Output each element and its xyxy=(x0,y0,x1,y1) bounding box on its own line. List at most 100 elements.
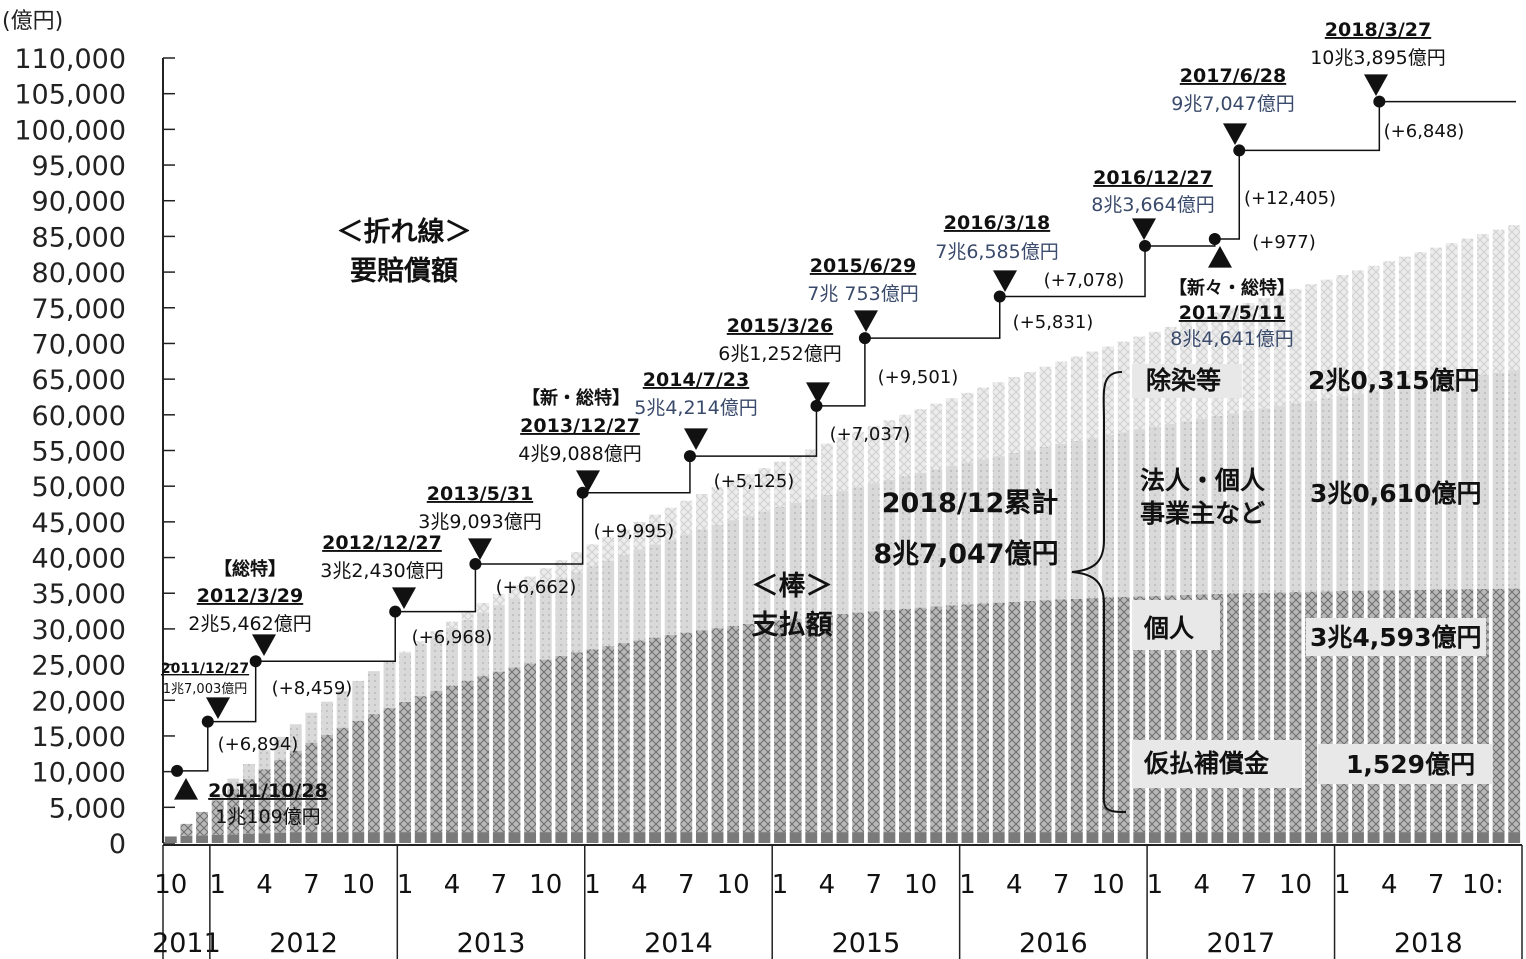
bar-personal xyxy=(1383,590,1396,833)
event-date: 2011/10/28 xyxy=(208,780,328,802)
bar-decontamination xyxy=(1383,261,1396,389)
bar-decontamination xyxy=(930,403,943,470)
bar-personal xyxy=(555,655,568,833)
bar-provisional xyxy=(1242,832,1255,843)
bar-personal xyxy=(1211,593,1224,833)
bar-decontamination xyxy=(711,487,724,525)
x-month-label: 10 xyxy=(904,870,937,900)
bar-provisional xyxy=(1164,832,1177,843)
bar-personal xyxy=(211,800,224,835)
x-month-label: 10 xyxy=(1279,870,1312,900)
bar-personal xyxy=(446,685,458,833)
y-tick-label: 80,000 xyxy=(32,258,126,289)
triangle-down-marker xyxy=(1132,218,1156,240)
bar-personal xyxy=(1352,590,1364,833)
bar-corporate xyxy=(758,511,771,623)
x-month-label: 4 xyxy=(256,870,273,900)
bar-decontamination xyxy=(1320,279,1333,399)
bar-decontamination xyxy=(742,474,755,516)
event-amount: 8兆4,641億円 xyxy=(1170,328,1293,350)
bar-decontamination xyxy=(883,420,896,480)
bar-corporate xyxy=(1289,403,1302,592)
bar-personal xyxy=(539,659,552,833)
bar-personal xyxy=(461,680,474,833)
bar-decontamination xyxy=(1008,377,1021,453)
bar-decontamination xyxy=(1070,356,1083,441)
bar-corporate xyxy=(1430,381,1443,590)
bar-personal xyxy=(836,613,849,833)
line-point xyxy=(389,605,402,618)
bar-corporate xyxy=(227,778,240,790)
bar-decontamination xyxy=(758,467,771,512)
bar-provisional xyxy=(1070,832,1083,843)
bar-personal xyxy=(727,626,740,833)
bar-provisional xyxy=(1305,832,1318,843)
event-date: 2012/3/29 xyxy=(197,585,303,607)
bar-personal xyxy=(180,823,193,836)
bar-corporate xyxy=(1336,395,1349,592)
bar-provisional xyxy=(945,832,958,843)
bar-corporate xyxy=(1445,379,1458,590)
line-point xyxy=(810,399,823,412)
step-line-path xyxy=(177,100,1516,772)
line-point xyxy=(469,558,482,571)
bar-corporate xyxy=(1305,400,1318,592)
bar-corporate xyxy=(430,635,443,691)
bar-provisional xyxy=(196,835,208,843)
bar-provisional xyxy=(977,832,990,843)
bar-corporate xyxy=(274,736,287,760)
bar-provisional xyxy=(867,832,880,843)
y-tick-label: 40,000 xyxy=(32,544,126,575)
x-month-label: 7 xyxy=(303,870,320,900)
bar-provisional xyxy=(586,832,599,843)
bar-provisional xyxy=(789,832,802,843)
bar-provisional xyxy=(1273,832,1286,843)
bar-decontamination xyxy=(914,409,927,473)
bar-personal xyxy=(914,607,927,833)
bar-provisional xyxy=(883,832,896,843)
cat-name-decon: 除染等 xyxy=(1146,366,1221,395)
bar-personal xyxy=(1461,589,1474,833)
bar-personal xyxy=(1320,591,1333,833)
y-tick-label: 90,000 xyxy=(32,187,126,218)
bar-provisional xyxy=(242,833,255,843)
bar-personal xyxy=(1242,593,1255,833)
bar-corporate xyxy=(1461,376,1474,590)
x-month-label: 10 xyxy=(529,870,562,900)
y-tick-label: 85,000 xyxy=(32,222,126,253)
bar-provisional xyxy=(539,832,552,843)
bar-provisional xyxy=(1477,832,1489,843)
y-axis: 0 5,000 10,000 15,000 20,000 25,000 30,000 35,0… xyxy=(14,44,175,860)
bar-corporate xyxy=(1273,405,1286,593)
y-tick-label: 50,000 xyxy=(32,472,126,503)
line-point xyxy=(201,715,214,728)
bar-decontamination xyxy=(820,443,833,495)
bar-provisional xyxy=(555,832,568,843)
bar-corporate xyxy=(336,691,349,728)
y-tick-label: 30,000 xyxy=(32,615,126,646)
x-month-label: 7 xyxy=(491,870,508,900)
bar-corporate xyxy=(1352,393,1364,591)
bar-decontamination xyxy=(555,560,568,579)
bar-provisional xyxy=(852,832,865,843)
bar-decontamination xyxy=(1414,252,1427,384)
bar-decontamination xyxy=(1492,229,1505,373)
bar-provisional xyxy=(649,832,661,843)
bar-corporate xyxy=(1508,370,1521,589)
bar-provisional xyxy=(492,832,505,843)
line-point xyxy=(1139,239,1152,252)
triangle-down-marker xyxy=(392,587,416,609)
bar-personal xyxy=(1414,589,1427,833)
bar-personal xyxy=(742,624,755,833)
bar-corporate xyxy=(1195,418,1208,595)
bar-personal xyxy=(399,701,412,833)
event-tag: 【新・総特】 xyxy=(522,387,630,409)
bar-personal xyxy=(1070,598,1083,833)
bar-provisional xyxy=(1227,832,1239,843)
bar-title-1: ＜棒＞ xyxy=(752,571,833,602)
bar-provisional xyxy=(1383,832,1396,843)
y-tick-label: 95,000 xyxy=(32,151,126,182)
bar-provisional xyxy=(805,832,818,843)
bar-provisional xyxy=(321,832,333,843)
